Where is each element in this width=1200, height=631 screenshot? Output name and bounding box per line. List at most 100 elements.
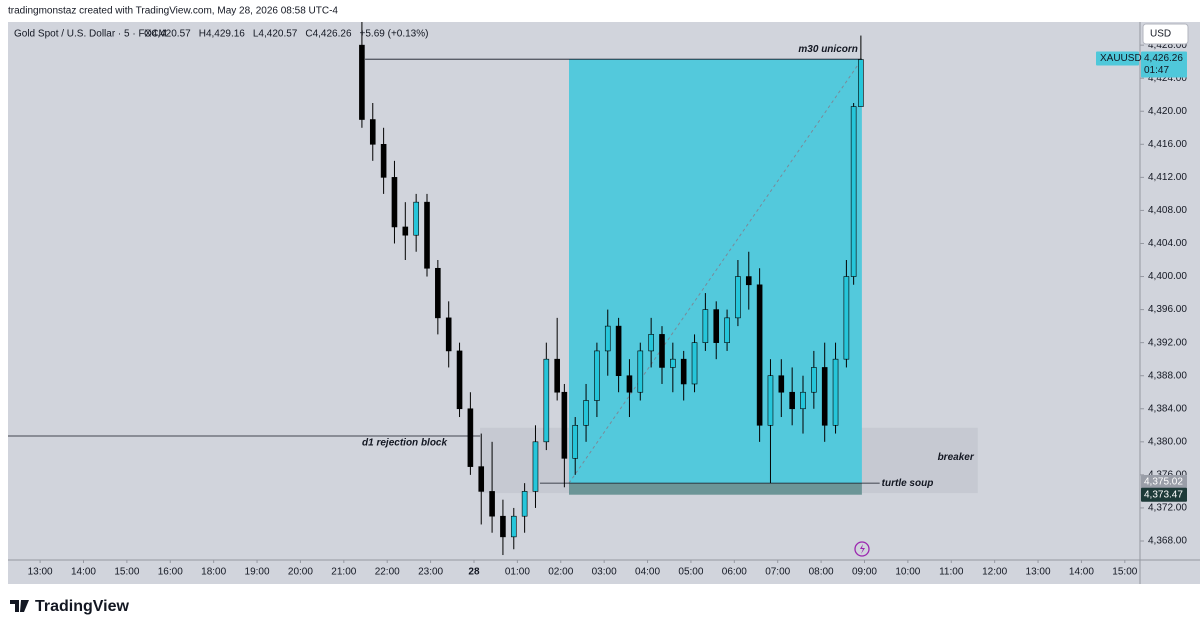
candle-body (521, 491, 528, 517)
logo-icon (10, 600, 29, 612)
candle-body (832, 358, 839, 426)
x-tick-label: 01:00 (505, 567, 530, 578)
x-tick-label: 15:00 (1112, 567, 1137, 578)
plot: breaker m30 unicorn d1 rejection block turt… (8, 22, 978, 556)
x-tick-label: 14:00 (71, 567, 96, 578)
symbol-title: Gold Spot / U.S. Dollar · 5 · FXCM (14, 29, 167, 40)
x-tick-label: 14:00 (1069, 567, 1094, 578)
candle-body (702, 309, 709, 343)
legend-value: +5.69 (+0.13%) (360, 29, 429, 40)
candle-body (510, 515, 517, 538)
candle-body (413, 201, 419, 236)
line-label: d1 rejection block (362, 438, 447, 449)
legend-value: C4,426.26 (305, 29, 352, 40)
currency-label: USD (1150, 29, 1171, 40)
x-tick-label: 03:00 (592, 567, 617, 578)
y-tick-label: 4,428.00 (1148, 40, 1187, 51)
candle-body (821, 367, 828, 426)
candle-body (467, 408, 474, 467)
candle-body (445, 317, 452, 352)
alert-bolt (860, 544, 865, 554)
x-tick-label: 02:00 (548, 567, 573, 578)
candle-body (435, 267, 441, 319)
y-tick-label: 4,420.00 (1148, 106, 1187, 117)
x-tick-label: 21:00 (331, 567, 356, 578)
candle-body (670, 358, 676, 368)
candle-body (713, 309, 720, 343)
x-tick-label: 10:00 (895, 567, 920, 578)
candle-body (724, 317, 730, 343)
candle-body (626, 375, 633, 393)
price-tag-label: 4,373.47 (1144, 489, 1183, 500)
x-tick-label: 19:00 (245, 567, 270, 578)
line-label: turtle soup (882, 478, 934, 489)
candle-body (391, 177, 398, 228)
candle-body (478, 466, 485, 492)
legend-value: O4,420.57 (144, 29, 191, 40)
candle-body (402, 226, 409, 236)
candle-body (380, 144, 387, 178)
candle-body (369, 119, 376, 145)
y-tick-label: 4,412.00 (1148, 172, 1187, 183)
candle-body (489, 491, 495, 517)
candle-body (543, 358, 550, 443)
logo-text: TradingView (35, 598, 130, 615)
candle-body (756, 284, 763, 426)
alert-circle (854, 541, 870, 557)
candle-body (735, 276, 741, 319)
candle-body (745, 276, 752, 286)
candle-body (648, 334, 654, 352)
y-tick-label: 4,368.00 (1148, 536, 1187, 547)
x-tick-label: 06:00 (722, 567, 747, 578)
candle-body (659, 334, 665, 368)
x-tick-label: 13:00 (28, 567, 53, 578)
price-tag-label: 4,426.26 (1144, 53, 1183, 64)
legend-value: L4,420.57 (253, 29, 298, 40)
price-axis-background (1140, 22, 1200, 560)
candle-body (811, 367, 817, 393)
x-tick-label: 13:00 (1026, 567, 1051, 578)
candle-body (637, 350, 644, 393)
x-tick-label: 28 (468, 567, 480, 578)
price-tag-label: 4,375.02 (1144, 477, 1183, 488)
y-tick-label: 4,384.00 (1148, 403, 1187, 414)
x-tick-label: 04:00 (635, 567, 660, 578)
candle-body (850, 106, 857, 277)
y-tick-label: 4,392.00 (1148, 337, 1187, 348)
y-tick-label: 4,416.00 (1148, 139, 1187, 150)
candle-body (554, 358, 560, 393)
line-label: m30 unicorn (798, 44, 857, 55)
y-tick-label: 4,372.00 (1148, 503, 1187, 514)
trade-path (568, 58, 863, 484)
x-tick-label: 09:00 (852, 567, 877, 578)
candle-body (561, 391, 568, 459)
candle-body (789, 391, 795, 410)
breaker-label: breaker (938, 452, 975, 463)
countdown: 01:47 (1144, 65, 1169, 76)
candle-body (604, 325, 611, 352)
price-tag (1141, 474, 1187, 489)
y-tick-label: 4,408.00 (1148, 205, 1187, 216)
x-tick-label: 23:00 (418, 567, 443, 578)
symbol-tag (1096, 51, 1139, 66)
y-tick-label: 4,424.00 (1148, 73, 1187, 84)
candle-body (456, 350, 463, 410)
currency-button[interactable] (1142, 23, 1189, 45)
candle-body (843, 276, 850, 360)
candle-body (800, 391, 806, 410)
x-tick-label: 16:00 (158, 567, 183, 578)
y-tick-label: 4,404.00 (1148, 238, 1187, 249)
candle-body (691, 342, 698, 385)
x-tick-label: 05:00 (678, 567, 703, 578)
time-axis-background (8, 560, 1200, 584)
candle-body (532, 441, 539, 492)
candle-body (572, 424, 579, 459)
x-tick-label: 08:00 (809, 567, 834, 578)
footer-logo: TradingView (10, 598, 130, 615)
x-tick-label: 11:00 (939, 567, 964, 578)
y-tick-label: 4,388.00 (1148, 370, 1187, 381)
x-tick-label: 07:00 (765, 567, 790, 578)
candle-body (359, 44, 365, 120)
